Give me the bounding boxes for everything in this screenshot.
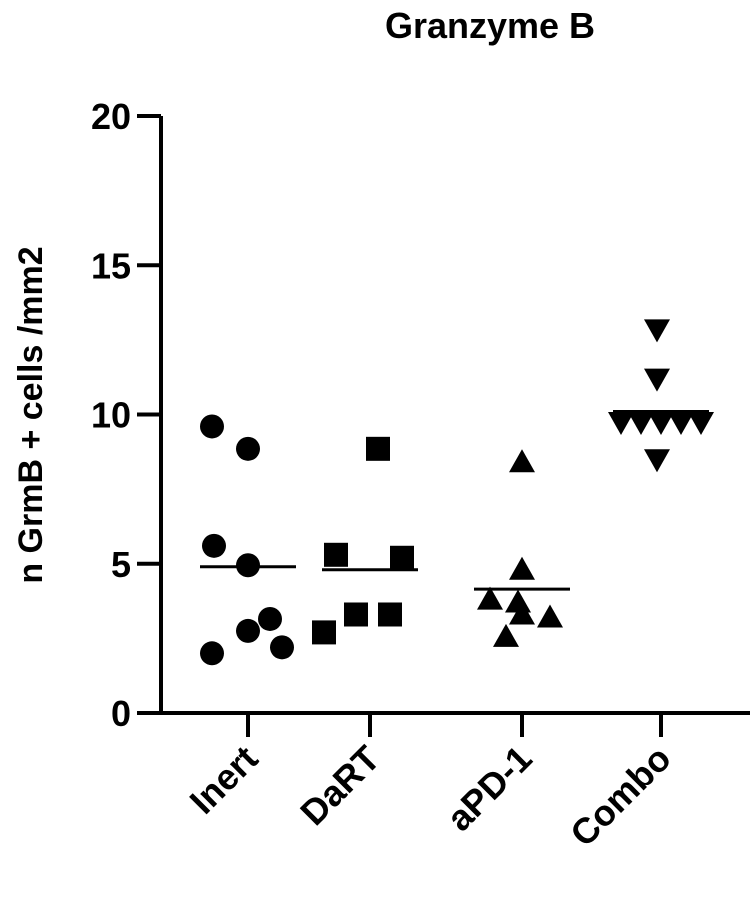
y-tick-label: 10: [91, 395, 131, 436]
data-point: [200, 641, 224, 666]
data-point: [236, 618, 260, 643]
data-point: [668, 411, 694, 435]
data-point: [258, 606, 282, 631]
data-point: [366, 436, 390, 461]
data-point: [509, 556, 535, 580]
chart-title: Granzyme B: [385, 5, 595, 46]
data-point: [312, 620, 336, 645]
data-point: [509, 601, 535, 625]
data-point: [493, 623, 519, 647]
data-point: [378, 602, 402, 627]
x-tick-label: Inert: [182, 738, 266, 822]
data-point: [509, 449, 535, 473]
y-axis-title: n GrmB + cells /mm2: [12, 246, 50, 583]
data-point: [344, 602, 368, 627]
data-point: [648, 411, 674, 435]
y-tick-label: 5: [111, 544, 131, 585]
data-point: [200, 414, 224, 439]
data-point: [688, 411, 714, 435]
x-tick-label: aPD-1: [439, 738, 540, 839]
data-point: [628, 411, 654, 435]
y-tick-label: 15: [91, 245, 131, 286]
x-tick-label: Combo: [562, 738, 679, 855]
data-point: [270, 635, 294, 660]
data-point: [390, 545, 414, 570]
y-tick-label: 0: [111, 693, 131, 734]
data-point: [608, 411, 634, 435]
data-point: [236, 436, 260, 461]
data-point: [644, 368, 670, 392]
y-tick-label: 20: [91, 96, 131, 137]
data-point: [236, 553, 260, 578]
data-point: [202, 533, 226, 558]
data-point: [644, 449, 670, 473]
x-tick-label: DaRT: [292, 738, 387, 833]
data-point: [324, 542, 348, 567]
data-point: [477, 586, 503, 610]
data-point: [537, 604, 563, 628]
data-point: [644, 319, 670, 343]
